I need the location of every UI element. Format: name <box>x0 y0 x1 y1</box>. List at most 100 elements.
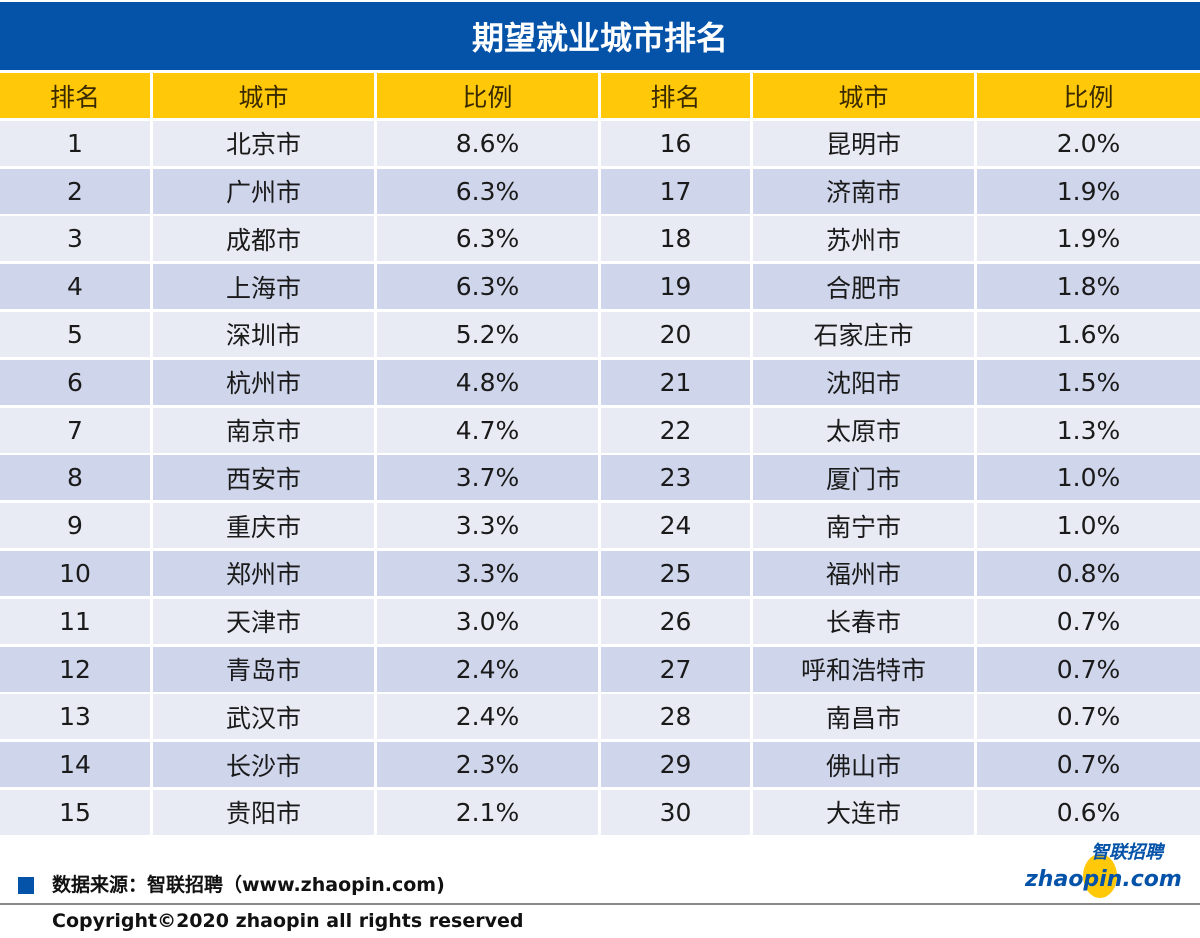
header-ratio: 比例 <box>377 73 598 118</box>
cell-ratio: 4.8% <box>377 359 598 405</box>
table-row: 15 贵阳市 2.1% 30 大连市 0.6% <box>0 789 1200 835</box>
cell-city: 广州市 <box>153 168 374 214</box>
cell-ratio: 4.7% <box>377 407 598 453</box>
cell-ratio: 0.7% <box>977 646 1200 692</box>
cell-city: 重庆市 <box>153 503 374 549</box>
cell-rank: 19 <box>601 264 750 310</box>
cell-rank: 11 <box>0 598 150 644</box>
ranking-table: 排名 城市 比例 排名 城市 比例 1 北京市 8.6% 16 昆明市 2.0% 2 广州市 6… <box>0 73 1200 838</box>
copyright: Copyright©2020 zhaopin all rights reserv… <box>52 910 524 932</box>
cell-ratio: 1.9% <box>977 168 1200 214</box>
cell-ratio: 3.3% <box>377 503 598 549</box>
cell-city: 成都市 <box>153 216 374 262</box>
cell-ratio: 3.3% <box>377 550 598 596</box>
divider <box>0 903 1200 905</box>
cell-city: 昆明市 <box>753 120 974 166</box>
cell-city: 石家庄市 <box>753 311 974 357</box>
cell-city: 长春市 <box>753 598 974 644</box>
table-row: 9 重庆市 3.3% 24 南宁市 1.0% <box>0 503 1200 549</box>
cell-ratio: 1.6% <box>977 311 1200 357</box>
cell-city: 长沙市 <box>153 742 374 788</box>
cell-city: 沈阳市 <box>753 359 974 405</box>
cell-ratio: 1.3% <box>977 407 1200 453</box>
cell-city: 呼和浩特市 <box>753 646 974 692</box>
cell-city: 大连市 <box>753 789 974 835</box>
cell-ratio: 2.4% <box>377 646 598 692</box>
cell-ratio: 6.3% <box>377 216 598 262</box>
source-text: 数据来源：智联招聘（www.zhaopin.com) <box>52 874 445 896</box>
table-row: 4 上海市 6.3% 19 合肥市 1.8% <box>0 264 1200 310</box>
table-row: 5 深圳市 5.2% 20 石家庄市 1.6% <box>0 311 1200 357</box>
cell-city: 深圳市 <box>153 311 374 357</box>
cell-rank: 14 <box>0 742 150 788</box>
cell-ratio: 2.3% <box>377 742 598 788</box>
cell-rank: 17 <box>601 168 750 214</box>
cell-rank: 5 <box>0 311 150 357</box>
cell-city: 合肥市 <box>753 264 974 310</box>
cell-ratio: 2.4% <box>377 694 598 740</box>
cell-rank: 6 <box>0 359 150 405</box>
cell-city: 福州市 <box>753 550 974 596</box>
cell-city: 南京市 <box>153 407 374 453</box>
cell-rank: 23 <box>601 455 750 501</box>
bullet-square-icon <box>18 876 34 894</box>
cell-ratio: 2.0% <box>977 120 1200 166</box>
cell-rank: 29 <box>601 742 750 788</box>
table-row: 7 南京市 4.7% 22 太原市 1.3% <box>0 407 1200 453</box>
table-row: 2 广州市 6.3% 17 济南市 1.9% <box>0 168 1200 214</box>
cell-city: 郑州市 <box>153 550 374 596</box>
logo-cn: 智联招聘 <box>1091 842 1163 863</box>
header-city: 城市 <box>753 73 974 118</box>
cell-city: 济南市 <box>753 168 974 214</box>
table-row: 13 武汉市 2.4% 28 南昌市 0.7% <box>0 694 1200 740</box>
table-row: 14 长沙市 2.3% 29 佛山市 0.7% <box>0 742 1200 788</box>
cell-ratio: 2.1% <box>377 789 598 835</box>
logo-circle-icon <box>1083 854 1117 898</box>
cell-rank: 16 <box>601 120 750 166</box>
cell-city: 天津市 <box>153 598 374 644</box>
logo-en: zhaopin.com <box>1025 867 1182 892</box>
cell-ratio: 0.8% <box>977 550 1200 596</box>
cell-city: 贵阳市 <box>153 789 374 835</box>
cell-rank: 12 <box>0 646 150 692</box>
header-rank: 排名 <box>601 73 750 118</box>
table-row: 10 郑州市 3.3% 25 福州市 0.8% <box>0 550 1200 596</box>
cell-rank: 28 <box>601 694 750 740</box>
cell-ratio: 6.3% <box>377 264 598 310</box>
cell-rank: 1 <box>0 120 150 166</box>
cell-city: 西安市 <box>153 455 374 501</box>
cell-rank: 3 <box>0 216 150 262</box>
table-row: 3 成都市 6.3% 18 苏州市 1.9% <box>0 216 1200 262</box>
table-row: 1 北京市 8.6% 16 昆明市 2.0% <box>0 120 1200 166</box>
cell-rank: 21 <box>601 359 750 405</box>
header-ratio: 比例 <box>977 73 1200 118</box>
cell-city: 南昌市 <box>753 694 974 740</box>
cell-rank: 30 <box>601 789 750 835</box>
header-row: 排名 城市 比例 排名 城市 比例 <box>0 73 1200 118</box>
cell-ratio: 0.7% <box>977 694 1200 740</box>
cell-rank: 2 <box>0 168 150 214</box>
cell-ratio: 1.8% <box>977 264 1200 310</box>
cell-city: 厦门市 <box>753 455 974 501</box>
cell-ratio: 1.0% <box>977 503 1200 549</box>
cell-rank: 22 <box>601 407 750 453</box>
cell-rank: 13 <box>0 694 150 740</box>
cell-city: 杭州市 <box>153 359 374 405</box>
cell-ratio: 5.2% <box>377 311 598 357</box>
cell-city: 北京市 <box>153 120 374 166</box>
cell-ratio: 8.6% <box>377 120 598 166</box>
cell-city: 武汉市 <box>153 694 374 740</box>
cell-ratio: 0.7% <box>977 598 1200 644</box>
cell-rank: 20 <box>601 311 750 357</box>
cell-rank: 26 <box>601 598 750 644</box>
cell-ratio: 1.5% <box>977 359 1200 405</box>
cell-ratio: 0.6% <box>977 789 1200 835</box>
table-title: 期望就业城市排名 <box>0 2 1200 70</box>
zhaopin-logo: 智联招聘 zhaopin.com <box>1025 842 1185 900</box>
cell-city: 南宁市 <box>753 503 974 549</box>
cell-ratio: 3.0% <box>377 598 598 644</box>
header-rank: 排名 <box>0 73 150 118</box>
table-row: 11 天津市 3.0% 26 长春市 0.7% <box>0 598 1200 644</box>
cell-city: 佛山市 <box>753 742 974 788</box>
cell-rank: 7 <box>0 407 150 453</box>
